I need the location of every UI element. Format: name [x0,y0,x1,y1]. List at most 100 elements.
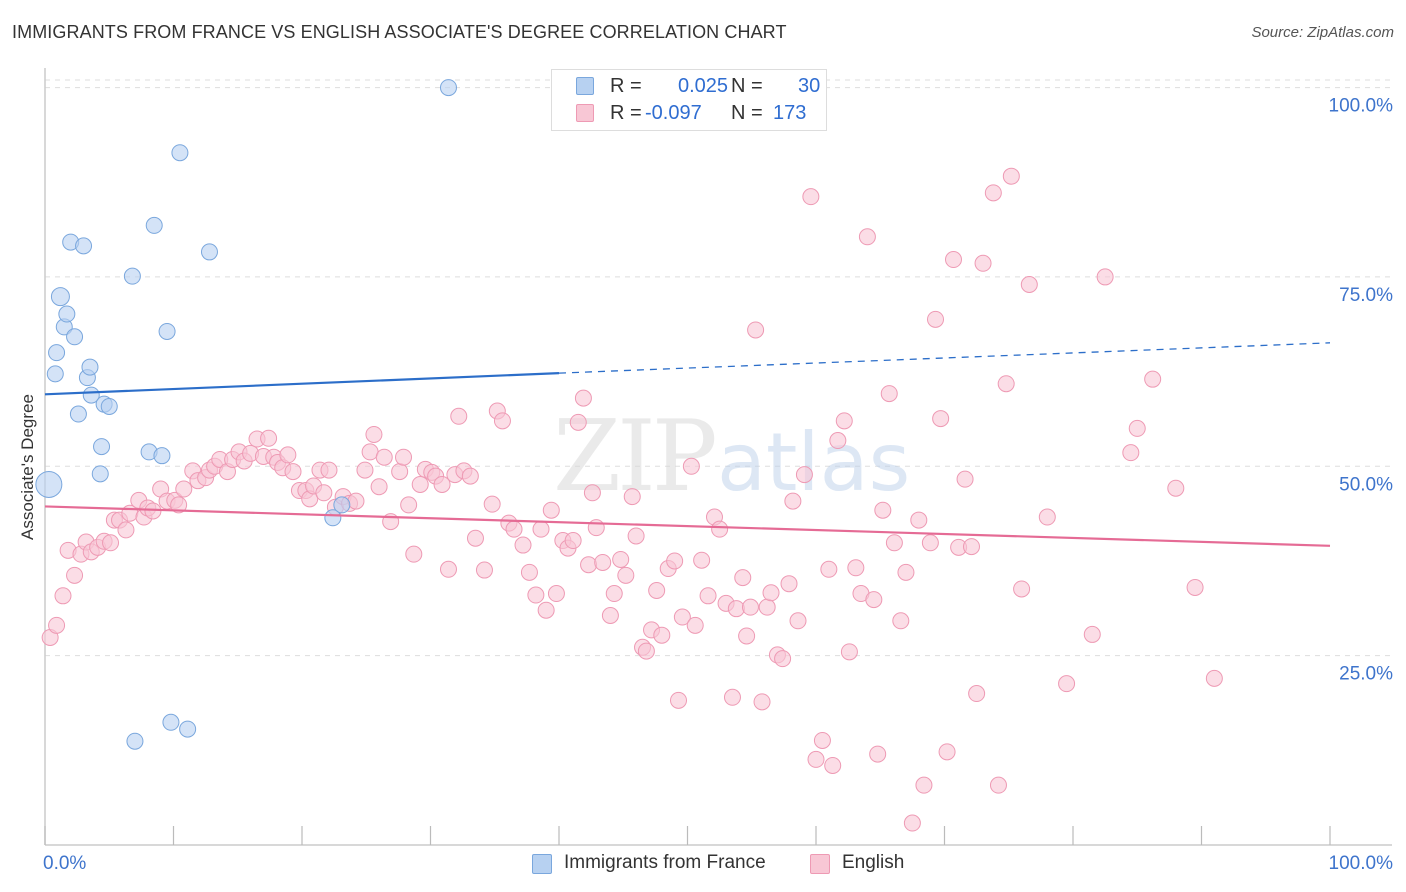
english-point [102,534,120,552]
english-point [989,776,1007,794]
zipatlas-watermark: ZIP atlas [553,400,910,514]
r-value: -0.097 [645,102,702,124]
france-point [200,243,218,261]
english-point [820,560,838,578]
legend-label-english: English [842,852,905,873]
english-point [686,616,704,634]
english-point [734,569,752,587]
english-point [741,598,759,616]
english-point [944,251,962,269]
english-point [637,642,655,660]
english-point [915,776,933,794]
english-point [903,814,921,832]
english-point [547,585,565,603]
english-point [537,601,555,619]
english-point [475,561,493,579]
english-point [869,745,887,763]
france-swatch [532,854,552,874]
france-trend-extension [558,342,1331,374]
english-point [279,446,297,464]
english-point [666,552,684,570]
english-point [910,511,928,529]
english-point [117,521,135,539]
france-point [439,79,457,97]
france-point [75,237,93,255]
english-point [583,484,601,502]
english-point [405,545,423,563]
english-point [347,492,365,510]
english-point [1167,479,1185,497]
france-point [50,287,70,307]
trend-lines [44,342,1331,547]
france-point [162,713,180,731]
france-point [324,509,342,527]
english-point [892,612,910,630]
france-point [35,470,63,498]
english-point [1144,370,1162,388]
english-point [648,582,666,600]
english-point [54,587,72,605]
france-point [93,438,111,456]
english-point [1020,276,1038,294]
english-point [612,550,630,568]
legend-label-france: Immigrants from France [564,852,766,873]
english-point [1205,669,1223,687]
english-point [840,643,858,661]
y-tick-label: 50.0% [1339,474,1393,495]
english-point [885,534,903,552]
english-point [974,254,992,272]
english-point [1128,419,1146,437]
english-point [1122,444,1140,462]
english-point [699,587,717,605]
english-point [758,598,776,616]
france-point [123,267,141,285]
english-point [361,443,379,461]
n-label: N = [731,102,763,124]
x-tick-label: 100.0% [1329,853,1394,874]
english-point [493,412,511,430]
r-label: R = [610,102,642,124]
english-point [375,448,393,466]
english-point [653,626,671,644]
english-point [835,412,853,430]
english-point [574,389,592,407]
france-point [82,386,100,404]
english-point [927,310,945,328]
english-point [175,480,193,498]
n-label: N = [731,75,763,97]
x-tick-label: 0.0% [43,853,86,874]
english-point [824,756,842,774]
english-point [727,600,745,618]
english-point [956,470,974,488]
france-point [171,144,189,162]
english-point [617,566,635,584]
y-tick-label: 100.0% [1329,96,1394,117]
english-point [813,731,831,749]
r-value: 0.025 [678,75,729,97]
english-point [968,685,986,703]
english-point [505,520,523,538]
english-point [1096,268,1114,286]
english-point [938,743,956,761]
english-point [780,575,798,593]
france-point [81,358,99,376]
english-point [564,532,582,550]
english-point [569,413,587,431]
english-point [461,467,479,485]
english-point [542,501,560,519]
france-point [66,328,84,346]
english-point [762,584,780,602]
english-point [897,563,915,581]
english-point [711,520,729,538]
y-tick-label: 75.0% [1339,285,1393,306]
france-point [153,447,171,465]
english-point [66,566,84,584]
english-point [170,496,188,514]
chart-title: IMMIGRANTS FROM FRANCE VS ENGLISH ASSOCI… [12,22,787,42]
english-point [284,463,302,481]
english-point [594,553,612,571]
english-point [1038,508,1056,526]
english-swatch [576,104,594,122]
france-point [91,465,109,483]
english-point [670,691,688,709]
